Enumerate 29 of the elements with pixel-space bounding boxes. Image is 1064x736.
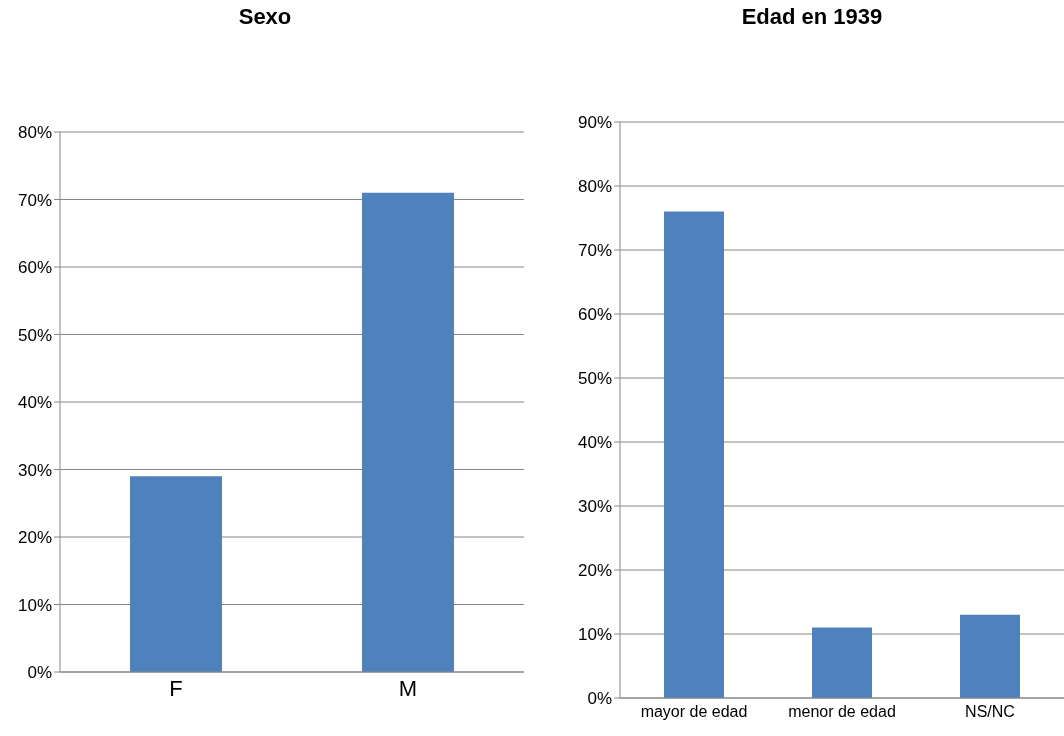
bar <box>960 614 1020 698</box>
x-tick-label: NS/NC <box>965 703 1015 721</box>
chart-title: Edad en 1939 <box>740 4 884 30</box>
x-tick-label: F <box>169 675 183 701</box>
y-tick-label: 70% <box>577 241 612 261</box>
y-tick-label: 90% <box>577 113 612 133</box>
y-tick-label: 30% <box>17 460 52 480</box>
x-tick-label: mayor de edad <box>640 703 748 721</box>
x-tick-label: menor de edad <box>788 703 896 721</box>
y-tick-label: 40% <box>577 433 612 453</box>
y-tick-label: 20% <box>17 528 52 548</box>
y-tick-label: 60% <box>17 258 52 278</box>
y-tick-label: 10% <box>577 625 612 645</box>
y-tick-label: 50% <box>17 325 52 345</box>
y-tick-label: 10% <box>17 595 52 615</box>
x-tick-label: M <box>398 675 418 701</box>
y-tick-label: 60% <box>577 305 612 325</box>
bar <box>664 211 724 698</box>
y-tick-label: 0% <box>27 663 52 683</box>
bar <box>812 627 872 698</box>
y-tick-label: 80% <box>17 123 52 143</box>
y-tick-label: 70% <box>17 190 52 210</box>
chart-title: Sexo <box>237 4 293 30</box>
y-tick-label: 50% <box>577 369 612 389</box>
y-tick-label: 40% <box>17 393 52 413</box>
y-tick-label: 20% <box>577 561 612 581</box>
y-tick-label: 30% <box>577 497 612 517</box>
y-tick-label: 80% <box>577 177 612 197</box>
y-tick-label: 0% <box>587 689 612 709</box>
